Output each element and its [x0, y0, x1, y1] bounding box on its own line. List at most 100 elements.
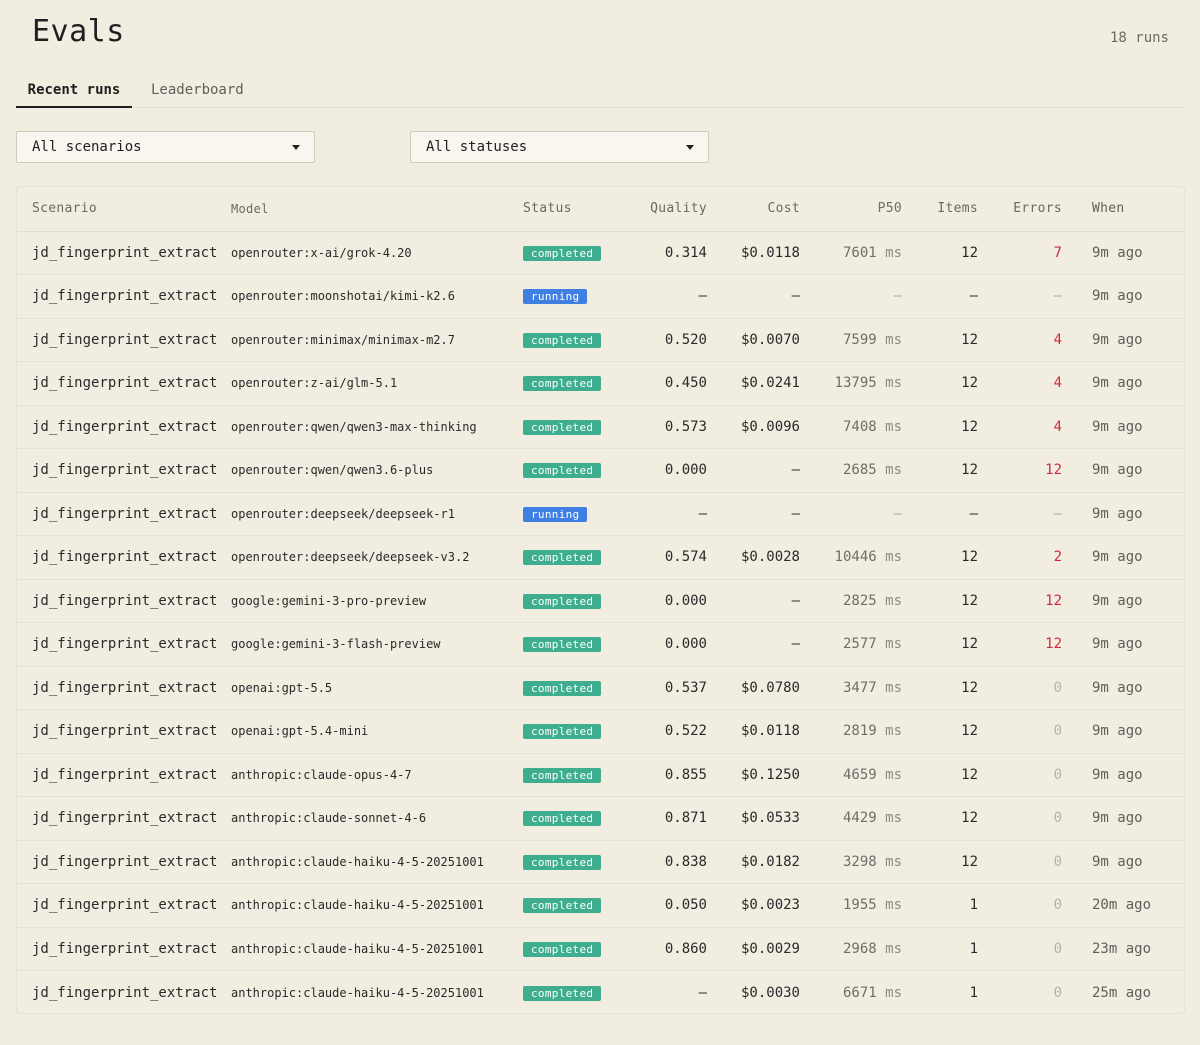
tab-leaderboard[interactable]: Leaderboard	[151, 82, 244, 98]
table-row[interactable]: jd_fingerprint_extract openrouter:deepsee…	[17, 535, 1184, 580]
status-badge: completed	[523, 724, 602, 740]
p50-value: 4659	[842, 766, 877, 783]
cell-when: 9m ago	[1062, 274, 1184, 319]
cell-errors: 2	[978, 535, 1062, 580]
scenario-name: jd_fingerprint_extract	[32, 636, 218, 653]
table-row[interactable]: jd_fingerprint_extract openrouter:x-ai/gr…	[17, 231, 1184, 275]
cost-value: $0.0029	[740, 940, 800, 957]
cell-scenario: jd_fingerprint_extract	[17, 535, 231, 580]
cell-scenario: jd_fingerprint_extract	[17, 579, 231, 623]
cell-errors: 4	[978, 318, 1062, 362]
errors-value: 12	[1045, 462, 1062, 479]
p50-value: 2577	[842, 636, 877, 653]
cell-errors: 0	[978, 840, 1062, 884]
tab-recent-runs[interactable]: Recent runs	[16, 72, 132, 108]
quality-value: 0.573	[664, 418, 707, 435]
table-row[interactable]: jd_fingerprint_extract anthropic:claude-o…	[17, 753, 1184, 797]
cell-p50: 10446 ms	[800, 535, 902, 580]
header-model[interactable]: Model	[231, 187, 523, 232]
status-badge: completed	[523, 332, 602, 348]
cell-model: openrouter:qwen/qwen3.6-plus	[231, 448, 523, 493]
table-row[interactable]: jd_fingerprint_extract anthropic:claude-h…	[17, 883, 1184, 928]
when-value: 9m ago	[1092, 331, 1143, 348]
cell-scenario: jd_fingerprint_extract	[17, 709, 231, 754]
scenario-filter-value: All scenarios	[32, 139, 142, 155]
scenario-name: jd_fingerprint_extract	[32, 766, 218, 783]
cell-quality: —	[619, 274, 707, 319]
model-name: openai:gpt-5.5	[231, 680, 333, 695]
when-value: 9m ago	[1092, 679, 1143, 696]
status-badge: running	[523, 289, 588, 305]
scenario-name: jd_fingerprint_extract	[32, 592, 218, 609]
p50-value: 2685	[842, 462, 877, 479]
cell-status: completed	[523, 796, 619, 841]
when-value: 9m ago	[1092, 505, 1143, 522]
cell-items: 12	[902, 318, 978, 362]
scenario-filter-select[interactable]: All scenarios	[16, 131, 315, 163]
p50-value: 10446	[834, 549, 877, 566]
table-row[interactable]: jd_fingerprint_extract openrouter:deepsee…	[17, 492, 1184, 536]
cell-cost: —	[707, 448, 800, 493]
cell-quality: —	[619, 492, 707, 536]
cell-model: anthropic:claude-sonnet-4-6	[231, 796, 523, 841]
model-name: openai:gpt-5.4-mini	[231, 724, 369, 739]
scenario-name: jd_fingerprint_extract	[32, 853, 218, 870]
when-value: 9m ago	[1092, 244, 1143, 261]
table-row[interactable]: jd_fingerprint_extract openai:gpt-5.4-min…	[17, 709, 1184, 754]
p50-value: 7599	[842, 331, 877, 348]
table-row[interactable]: jd_fingerprint_extract openai:gpt-5.5 comp…	[17, 666, 1184, 710]
items-value: 12	[961, 462, 978, 479]
table-row[interactable]: jd_fingerprint_extract anthropic:claude-h…	[17, 840, 1184, 884]
table-row[interactable]: jd_fingerprint_extract openrouter:minimax…	[17, 318, 1184, 362]
cell-p50: 4429 ms	[800, 796, 902, 841]
model-name: anthropic:claude-sonnet-4-6	[231, 811, 427, 826]
header-scenario[interactable]: Scenario	[17, 187, 231, 232]
cell-status: completed	[523, 927, 619, 971]
table-header-row: Scenario Model Status Quality Cost P50 I…	[17, 187, 1184, 232]
cell-model: anthropic:claude-haiku-4-5-20251001	[231, 971, 523, 1014]
tab-bar: Recent runs Leaderboard	[16, 72, 1184, 108]
status-badge: completed	[523, 985, 602, 1001]
cost-value: $0.0780	[740, 679, 800, 696]
cell-errors: 0	[978, 753, 1062, 797]
table-row[interactable]: jd_fingerprint_extract openrouter:qwen/qw…	[17, 448, 1184, 493]
cell-items: 12	[902, 753, 978, 797]
table-row[interactable]: jd_fingerprint_extract anthropic:claude-h…	[17, 971, 1184, 1014]
table-row[interactable]: jd_fingerprint_extract google:gemini-3-pr…	[17, 579, 1184, 623]
status-filter-select[interactable]: All statuses	[410, 131, 709, 163]
quality-value: 0.000	[664, 462, 707, 479]
cell-errors: 12	[978, 579, 1062, 623]
cell-p50: 2819 ms	[800, 709, 902, 754]
header-items[interactable]: Items	[902, 187, 978, 232]
table-row[interactable]: jd_fingerprint_extract openrouter:qwen/qw…	[17, 405, 1184, 449]
cell-model: openai:gpt-5.4-mini	[231, 709, 523, 754]
cell-cost: $0.0023	[707, 883, 800, 928]
header-quality[interactable]: Quality	[619, 187, 707, 232]
cost-value: $0.0118	[740, 244, 800, 261]
table-row[interactable]: jd_fingerprint_extract anthropic:claude-h…	[17, 927, 1184, 971]
header-errors[interactable]: Errors	[978, 187, 1062, 232]
header-cost[interactable]: Cost	[707, 187, 800, 232]
cost-value: $0.0030	[740, 984, 800, 1001]
cell-when: 25m ago	[1062, 971, 1184, 1014]
table-row[interactable]: jd_fingerprint_extract google:gemini-3-fl…	[17, 622, 1184, 667]
cell-items: 12	[902, 622, 978, 667]
cell-status: running	[523, 274, 619, 319]
cell-items: 1	[902, 971, 978, 1014]
header-p50[interactable]: P50	[800, 187, 902, 232]
cost-value: $0.0023	[740, 897, 800, 914]
quality-value: 0.520	[664, 331, 707, 348]
model-name: openrouter:deepseek/deepseek-v3.2	[231, 550, 470, 565]
cell-scenario: jd_fingerprint_extract	[17, 361, 231, 406]
quality-value: —	[698, 288, 707, 305]
cell-errors: 0	[978, 709, 1062, 754]
header-status[interactable]: Status	[523, 187, 619, 232]
table-row[interactable]: jd_fingerprint_extract openrouter:moonsho…	[17, 274, 1184, 319]
errors-value: 12	[1045, 636, 1062, 653]
cell-model: openrouter:deepseek/deepseek-v3.2	[231, 535, 523, 580]
table-row[interactable]: jd_fingerprint_extract anthropic:claude-s…	[17, 796, 1184, 841]
cell-model: anthropic:claude-haiku-4-5-20251001	[231, 883, 523, 928]
table-row[interactable]: jd_fingerprint_extract openrouter:z-ai/gl…	[17, 361, 1184, 406]
cell-status: completed	[523, 971, 619, 1014]
header-when[interactable]: When	[1062, 187, 1184, 232]
